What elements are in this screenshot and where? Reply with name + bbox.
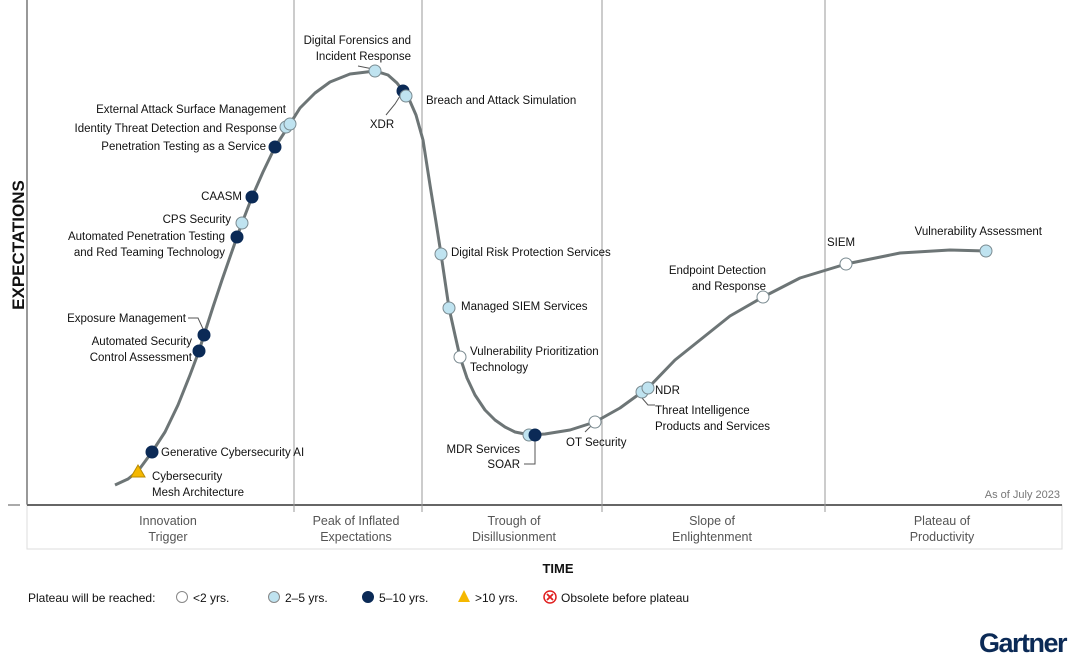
technology-marker[interactable]: [245, 190, 259, 204]
technology-label: SOAR: [487, 459, 520, 471]
technology-label: MDR Services: [447, 444, 521, 456]
technology-label: Generative Cybersecurity AI: [161, 447, 304, 459]
technology-label: Exposure Management: [67, 313, 187, 325]
technology-label: Breach and Attack Simulation: [426, 95, 576, 107]
technology-label: Identity Threat Detection and Response: [75, 123, 277, 135]
technology-label: Cybersecurity Mesh Architecture: [152, 471, 244, 499]
technology-marker[interactable]: [434, 247, 448, 261]
technology-marker[interactable]: [528, 428, 542, 442]
technology-label: Digital Risk Protection Services: [451, 247, 611, 259]
legend-title: Plateau will be reached:: [28, 591, 155, 605]
plot-frame: [8, 0, 1063, 550]
technology-label: Automated Security Control Assessment: [90, 336, 193, 364]
technology-label: Managed SIEM Services: [461, 301, 588, 313]
technology-marker[interactable]: [235, 216, 249, 230]
technology-marker[interactable]: [145, 445, 159, 459]
technology-label: Penetration Testing as a Service: [101, 141, 266, 153]
legend-label: 5–10 yrs.: [379, 591, 428, 605]
technology-marker[interactable]: [453, 350, 467, 364]
leader-line: [385, 95, 401, 116]
legend: Plateau will be reached: <2 yrs. 2–5 yrs. 5…: [28, 590, 689, 605]
legend-label: >10 yrs.: [475, 591, 518, 605]
leader-line: [524, 440, 536, 465]
technology-marker[interactable]: [192, 344, 206, 358]
phase-label: Trough of Disillusionment: [472, 514, 557, 544]
leader-line: [641, 397, 655, 406]
legend-label: 2–5 yrs.: [285, 591, 328, 605]
phase-label: Peak of Inflated Expectations: [313, 514, 400, 544]
triangle-marker[interactable]: [130, 464, 146, 478]
legend-circle-icon: [362, 591, 374, 603]
technology-label: Vulnerability Assessment: [915, 226, 1043, 238]
as-of-date: As of July 2023: [985, 489, 1060, 501]
technology-label: Threat Intelligence Products and Services: [655, 405, 770, 433]
leader-line: [188, 317, 205, 332]
technology-marker[interactable]: [283, 117, 297, 131]
technology-label: Vulnerability Prioritization Technology: [470, 346, 599, 374]
technology-marker[interactable]: [197, 328, 211, 342]
technology-marker[interactable]: [399, 89, 413, 103]
phase-label: Innovation Trigger: [139, 514, 197, 544]
technology-label: SIEM: [827, 237, 855, 249]
technology-label: Automated Penetration Testing and Red Tea…: [68, 231, 225, 259]
y-axis-label: EXPECTATIONS: [9, 180, 28, 310]
technology-marker[interactable]: [442, 301, 456, 315]
phase-label: Plateau of Productivity: [910, 514, 975, 544]
technology-marker[interactable]: [979, 244, 993, 258]
gartner-logo: Gartner: [979, 628, 1068, 658]
x-icon: [546, 593, 554, 601]
technology-marker[interactable]: [230, 230, 244, 244]
technology-label: External Attack Surface Management: [96, 104, 287, 116]
technology-marker[interactable]: [588, 415, 602, 429]
legend-circle-icon: [176, 591, 188, 603]
technology-label: Digital Forensics and Incident Response: [304, 35, 411, 63]
technology-marker[interactable]: [368, 64, 382, 78]
technology-label: NDR: [655, 385, 680, 397]
phase-label: Slope of Enlightenment: [672, 514, 752, 544]
technology-label: CPS Security: [163, 214, 232, 226]
technology-marker[interactable]: [756, 290, 770, 304]
legend-triangle-icon: [458, 590, 470, 602]
technology-label: CAASM: [201, 191, 242, 203]
technology-marker[interactable]: [268, 140, 282, 154]
legend-label: <2 yrs.: [193, 591, 229, 605]
technology-marker[interactable]: [839, 257, 853, 271]
technology-marker[interactable]: [641, 381, 655, 395]
legend-label: Obsolete before plateau: [561, 591, 689, 605]
legend-circle-icon: [268, 591, 280, 603]
technology-label: OT Security: [566, 437, 627, 449]
x-axis-label: TIME: [542, 561, 573, 576]
technology-label: Endpoint Detection and Response: [669, 265, 766, 293]
technology-label: XDR: [370, 119, 394, 131]
